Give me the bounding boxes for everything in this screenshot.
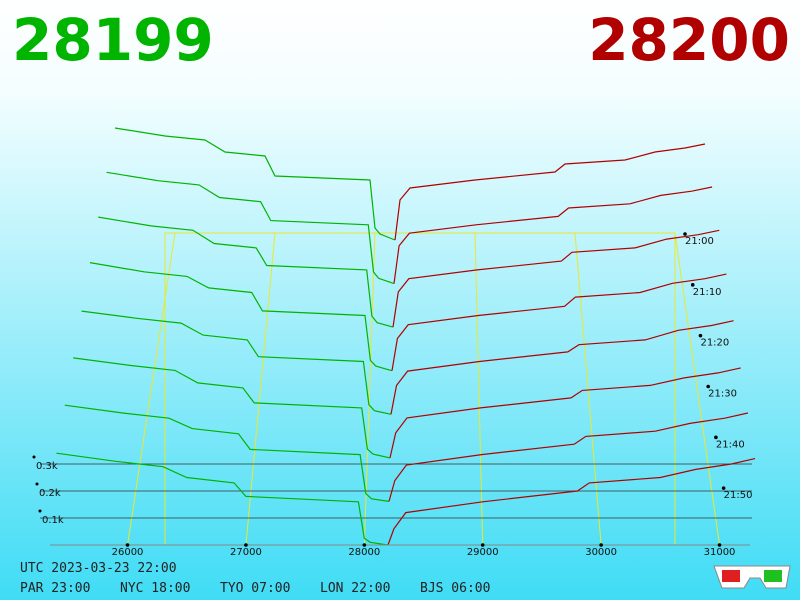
tick-dot — [32, 455, 36, 459]
ask-depth-line — [391, 273, 727, 371]
floor-line — [474, 232, 484, 546]
zone-time: NYC 18:00 — [120, 581, 190, 596]
bid-depth-line — [98, 216, 394, 328]
x-tick-label: 27000 — [230, 547, 262, 558]
glasses-icon — [713, 565, 791, 589]
tick-dot — [38, 509, 42, 513]
time-tick — [706, 384, 710, 389]
ask-price: 28200 — [588, 6, 790, 74]
x-tick-label: 29000 — [467, 547, 499, 558]
time-tick — [721, 486, 726, 490]
time-tick-label: 21:50 — [724, 490, 753, 501]
x-tick — [244, 543, 248, 547]
x-tick-label: 28000 — [348, 547, 380, 558]
tick-dot — [35, 482, 39, 486]
z-tick-label: 0.1k — [42, 515, 64, 526]
x-tick — [480, 543, 485, 547]
ask-depth-line — [387, 458, 756, 546]
zone-time: LON 22:00 — [320, 581, 390, 596]
zone-time: PAR 23:00 — [20, 581, 90, 596]
x-tick-label: 30000 — [585, 547, 617, 558]
ask-depth-line — [390, 320, 734, 415]
plot: 0.1k 0.2k 0.3k 26000 27000 28000 29000 30000 310… — [32, 127, 756, 558]
bid-depth-line — [73, 357, 391, 459]
time-tick — [714, 435, 718, 440]
x-tick — [362, 543, 367, 547]
time-tick-label: 21:10 — [693, 287, 722, 298]
time-tick-label: 21:30 — [708, 389, 737, 400]
ask-depth-line — [388, 412, 749, 502]
floor-line — [674, 232, 721, 546]
time-tick — [698, 333, 703, 338]
ask-depth-line — [389, 367, 741, 459]
zone-time: BJS 06:00 — [420, 581, 490, 596]
bid-depth-line — [114, 127, 396, 241]
bid-depth-line — [64, 404, 389, 502]
z-tick-label: 0.2k — [39, 488, 61, 499]
ask-depth-line — [393, 186, 713, 284]
ask-depth-line — [394, 143, 706, 241]
floor-line — [245, 232, 276, 546]
x-tick — [599, 543, 603, 547]
x-tick — [717, 543, 722, 547]
bid-depth-line — [89, 262, 393, 372]
x-tick-label: 26000 — [112, 547, 144, 558]
bid-depth-line — [81, 310, 392, 415]
bid-depth-line — [106, 171, 395, 285]
x-tick — [125, 543, 130, 547]
z-tick-label: 0.3k — [36, 461, 58, 472]
time-tick-label: 21:20 — [700, 338, 729, 349]
floor-line — [574, 232, 602, 546]
time-tick-label: 21:40 — [716, 439, 745, 450]
ask-depth-line — [392, 229, 720, 328]
time-tick — [683, 232, 687, 236]
x-tick-label: 31000 — [704, 547, 736, 558]
bid-depth-line — [56, 452, 388, 546]
time-tick-label: 21:00 — [685, 236, 714, 247]
zone-time: TYO 07:00 — [220, 581, 290, 596]
bid-price: 28199 — [12, 6, 214, 74]
utc-time: UTC 2023-03-23 22:00 — [20, 561, 177, 576]
floor-line — [127, 232, 176, 546]
time-tick — [690, 283, 695, 287]
